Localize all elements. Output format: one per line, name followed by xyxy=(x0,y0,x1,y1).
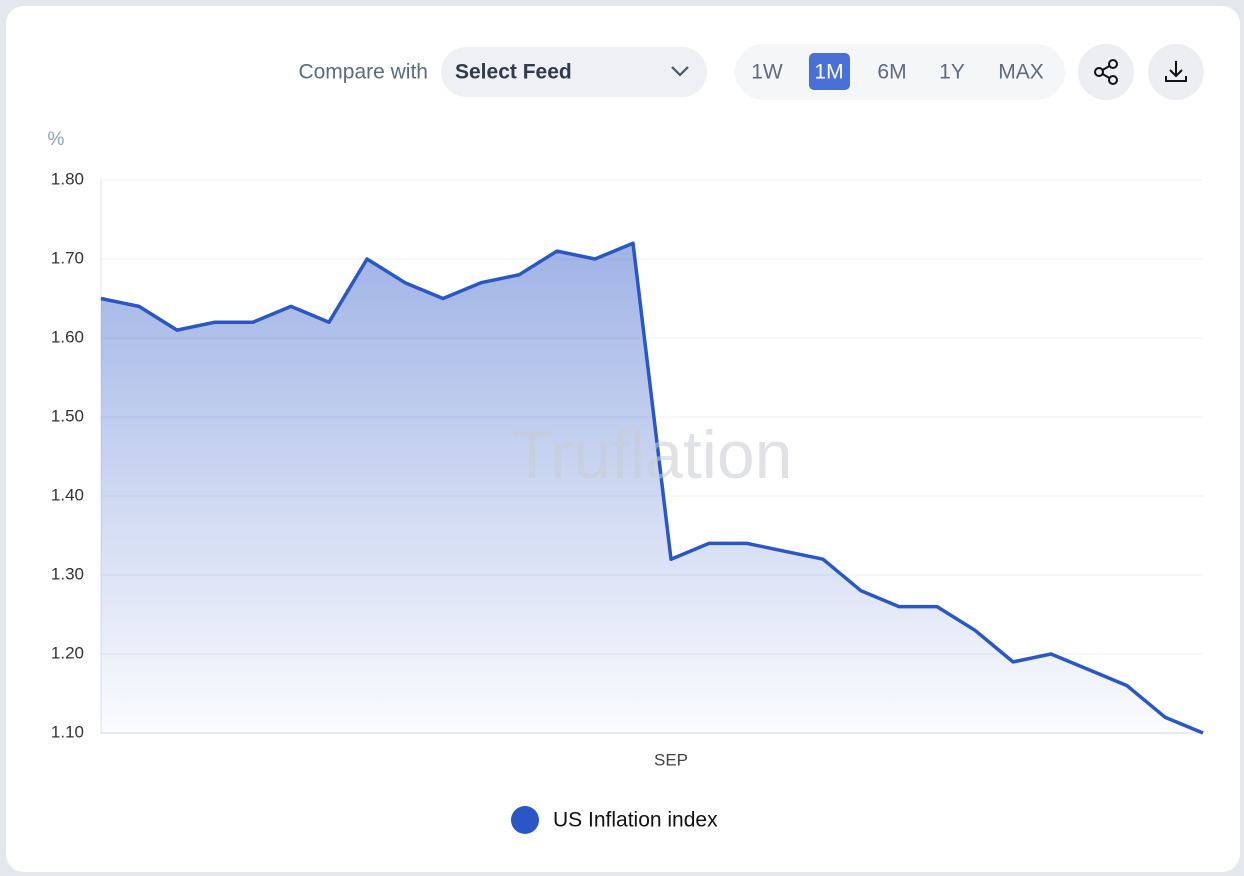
line xyxy=(100,241,1204,735)
legend-label: US Inflation index xyxy=(553,809,718,832)
y-axis-label: % xyxy=(48,129,65,150)
x-tick-label: SEP xyxy=(654,750,688,769)
y-tick-label: 1.60 xyxy=(51,327,84,346)
select-text[interactable]: Select Feed xyxy=(455,61,572,84)
active-period-bg xyxy=(809,53,850,90)
download-icon[interactable] xyxy=(1165,61,1187,82)
period-button[interactable]: 1W xyxy=(751,61,783,84)
period-button[interactable]: MAX xyxy=(998,61,1044,84)
period-button[interactable]: 1M xyxy=(814,61,843,84)
y-tick-label: 1.50 xyxy=(51,406,84,425)
compare-label: Compare with xyxy=(298,61,428,84)
y-tick-label: 1.80 xyxy=(51,169,84,188)
chevron-icon[interactable] xyxy=(671,66,689,77)
share-button[interactable] xyxy=(1078,44,1134,100)
y-tick-label: 1.70 xyxy=(51,248,84,267)
share-icon[interactable] xyxy=(1094,59,1118,85)
feed-select[interactable]: Select Feed xyxy=(441,47,707,97)
y-tick-label: 1.10 xyxy=(51,722,84,741)
period-button[interactable]: 6M xyxy=(877,61,906,84)
y-tick-label: 1.30 xyxy=(51,564,84,583)
y-tick-label: 1.40 xyxy=(51,485,84,504)
y-tick-label: 1.20 xyxy=(51,643,84,662)
download-button[interactable] xyxy=(1148,44,1204,100)
legend-marker xyxy=(511,806,539,834)
select-box[interactable] xyxy=(441,47,707,97)
watermark: Truflation xyxy=(512,417,793,493)
area-fill xyxy=(101,243,1203,733)
share-bg[interactable] xyxy=(1078,44,1134,100)
period-button[interactable]: 1Y xyxy=(939,61,965,84)
